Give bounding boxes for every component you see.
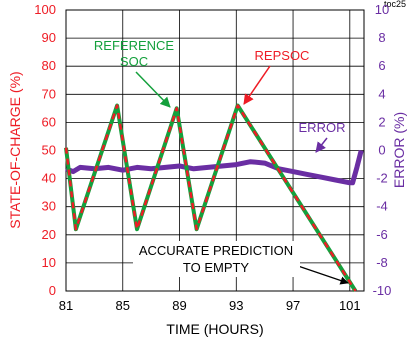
error-arrow (315, 137, 328, 153)
y-tick-label: 100 (34, 2, 56, 17)
x-tick-label: 93 (229, 298, 243, 313)
x-axis-title: TIME (HOURS) (166, 321, 263, 337)
y2-tick-label: -4 (376, 199, 388, 214)
reference-soc-label-line1: REFERENCE (94, 38, 175, 53)
y2-axis-title: ERROR (%) (391, 112, 407, 188)
empty-label-line1: ACCURATE PREDICTION (139, 243, 293, 258)
y2-tick-label: -10 (373, 283, 392, 298)
y2-tick-label: 10 (375, 2, 389, 17)
reference-soc-label-line2: SOC (120, 54, 148, 69)
y2-tick-label: 2 (378, 114, 385, 129)
y2-tick-label: 0 (378, 143, 385, 158)
x-tick-label: 85 (116, 298, 130, 313)
y2-tick-label: 6 (378, 58, 385, 73)
error-label: ERROR (299, 120, 346, 135)
x-tick-label: 81 (59, 298, 73, 313)
y-tick-label: 90 (42, 30, 56, 45)
y-tick-label: 50 (42, 143, 56, 158)
left-axis-ticks: 0 10 20 30 40 50 60 70 80 90 100 (34, 2, 56, 298)
y2-tick-label: 4 (378, 86, 385, 101)
reference-soc-arrow (135, 71, 171, 108)
repsoc-arrow (243, 65, 271, 105)
y2-tick-label: -2 (376, 171, 388, 186)
series-line-error (65, 149, 364, 186)
bottom-axis-ticks: 81 85 89 93 97 101 (59, 298, 361, 313)
y-tick-label: 40 (42, 171, 56, 186)
empty-label-background (133, 241, 300, 277)
series-layer (64, 103, 364, 293)
y-tick-label: 60 (42, 114, 56, 129)
y-tick-label: 20 (42, 227, 56, 242)
y-tick-label: 10 (42, 255, 56, 270)
x-tick-label: 89 (172, 298, 186, 313)
y2-tick-label: -6 (376, 227, 388, 242)
empty-arrow (297, 265, 349, 285)
x-tick-label: 97 (286, 298, 300, 313)
y-tick-label: 0 (49, 283, 56, 298)
y-axis-title: STATE-OF-CHARGE (%) (7, 71, 23, 228)
y-tick-label: 30 (42, 199, 56, 214)
figure-code: toc25 (384, 0, 406, 9)
empty-label-line2: TO EMPTY (183, 260, 250, 275)
y2-tick-label: -8 (376, 255, 388, 270)
right-axis-ticks: -10 -8 -6 -4 -2 0 2 4 6 8 10 (373, 2, 392, 298)
y-tick-label: 70 (42, 86, 56, 101)
x-tick-label: 101 (339, 298, 361, 313)
series-line-repsoc (64, 104, 357, 292)
y-tick-label: 80 (42, 58, 56, 73)
repsoc-label: REPSOC (255, 48, 310, 63)
y2-tick-label: 8 (378, 30, 385, 45)
